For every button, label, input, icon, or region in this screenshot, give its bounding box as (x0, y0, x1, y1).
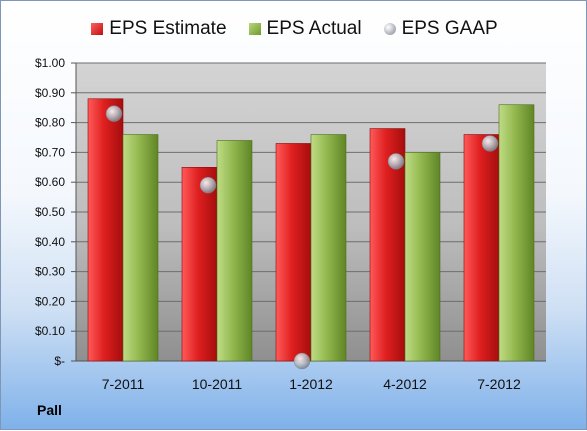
y-tick-label: $0.90 (35, 86, 65, 100)
legend-swatch-actual (248, 23, 261, 35)
legend-item-actual: EPS Actual (248, 18, 362, 40)
y-tick-label: $0.40 (35, 235, 65, 249)
bar-eps-estimate (463, 134, 500, 362)
legend-label-estimate: EPS Estimate (109, 18, 227, 39)
bar-eps-estimate (87, 98, 124, 362)
company-name: Pall (37, 402, 62, 418)
legend-item-gaap: EPS GAAP (383, 18, 498, 40)
bar-eps-actual (122, 134, 159, 362)
bar-eps-actual (498, 104, 535, 362)
y-tick-label: $0.20 (35, 294, 65, 308)
x-tick-label: 1-2012 (289, 376, 333, 392)
bar-eps-actual (216, 140, 253, 362)
y-tick-label: $0.70 (35, 145, 65, 159)
y-tick-label: $0.50 (35, 205, 65, 219)
legend-swatch-estimate (91, 23, 104, 35)
point-eps-gaap (481, 135, 499, 152)
point-eps-gaap (105, 105, 123, 122)
bar-eps-estimate (181, 167, 218, 362)
y-tick-label: $1.00 (35, 56, 65, 70)
bar-eps-estimate (275, 143, 312, 362)
point-eps-gaap (293, 352, 311, 370)
y-tick-label: $0.10 (35, 324, 65, 338)
legend-swatch-gaap (383, 23, 396, 35)
y-tick-label: $0.60 (35, 175, 65, 189)
x-tick-label: 10-2011 (192, 376, 243, 392)
legend-label-gaap: EPS GAAP (401, 18, 498, 39)
legend: EPS Estimate EPS Actual EPS GAAP (1, 18, 587, 40)
x-tick-label: 7-2011 (102, 376, 145, 392)
point-eps-gaap (387, 153, 405, 170)
bar-eps-actual (404, 152, 441, 362)
bar-eps-actual (310, 134, 347, 362)
x-tick-label: 7-2012 (477, 376, 521, 392)
y-tick-label: $0.30 (35, 265, 65, 279)
x-tick-label: 4-2012 (383, 376, 427, 392)
y-tick-label: $0.80 (35, 116, 65, 130)
point-eps-gaap (199, 176, 217, 194)
legend-label-actual: EPS Actual (266, 18, 362, 39)
y-tick-label: $- (54, 354, 65, 368)
legend-item-estimate: EPS Estimate (91, 18, 227, 40)
